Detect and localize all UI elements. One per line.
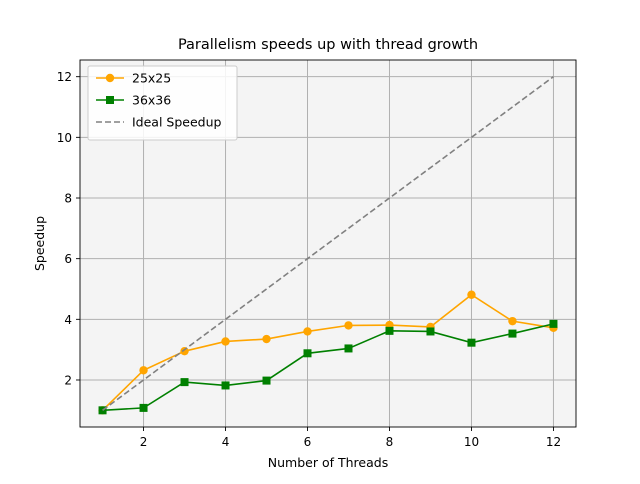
data-point-25x25 [262,334,271,344]
data-point-36x36 [467,338,476,347]
data-point-36x36 [426,327,435,336]
y-tick-label: 4 [64,313,72,327]
legend-label: 36x36 [132,93,171,108]
data-point-25x25 [139,366,148,375]
legend-entry-25x25: 25x25 [96,71,171,86]
x-tick-label: 10 [464,435,479,449]
data-point-36x36 [344,344,353,353]
y-axis-label: Speedup [32,216,47,271]
data-point-36x36 [303,349,312,358]
legend-entries: 25x25 36x36 Ideal Speedup [96,71,222,130]
chart-title: Parallelism speeds up with thread growth [178,37,478,53]
data-point-36x36 [508,329,517,338]
x-tick-label: 8 [386,435,394,449]
legend-label: Ideal Speedup [132,115,222,130]
data-point-36x36 [549,319,558,328]
legend-box [87,65,238,141]
y-tick-label: 6 [64,252,72,266]
legend-label: 25x25 [132,71,171,86]
y-tick-label: 2 [64,373,72,387]
data-point-25x25 [180,346,189,356]
x-tick-label: 4 [222,435,230,449]
series-line-ideal-speedup [102,76,554,411]
y-tick-label: 8 [64,192,72,206]
grid [80,60,576,427]
legend-marker [105,73,115,83]
x-tick-label: 6 [304,435,312,449]
data-point-36x36 [385,326,394,335]
series-line-36x36 [102,323,554,412]
y-tick-label: 12 [57,70,72,84]
data-point-25x25 [508,316,517,326]
data-point-36x36 [180,378,189,387]
data-point-25x25 [221,337,230,346]
legend-entry-36x36: 36x36 [96,93,171,108]
series-ideal-speedup [102,76,554,411]
data-point-25x25 [303,327,312,336]
plot-frame [79,59,577,428]
data-point-25x25 [467,290,476,299]
data-point-36x36 [221,381,230,390]
series-layer [98,76,558,415]
legend-marker [106,96,114,104]
data-point-36x36 [139,403,148,412]
legend: 25x25 36x36 Ideal Speedup [87,65,238,141]
x-tick-label: 2 [140,435,148,449]
data-point-25x25 [344,321,353,330]
legend-entry-ideal-speedup: Ideal Speedup [96,115,222,130]
x-axis-label: Number of Threads [268,455,388,470]
x-tick-label: 12 [546,435,561,449]
y-tick-label: 10 [57,131,72,145]
data-point-36x36 [98,406,107,415]
data-point-36x36 [262,376,271,385]
axis-ticks: 2 4 6 8 10 12 2 4 6 8 10 12 [57,70,561,449]
series-36x36 [98,319,558,415]
